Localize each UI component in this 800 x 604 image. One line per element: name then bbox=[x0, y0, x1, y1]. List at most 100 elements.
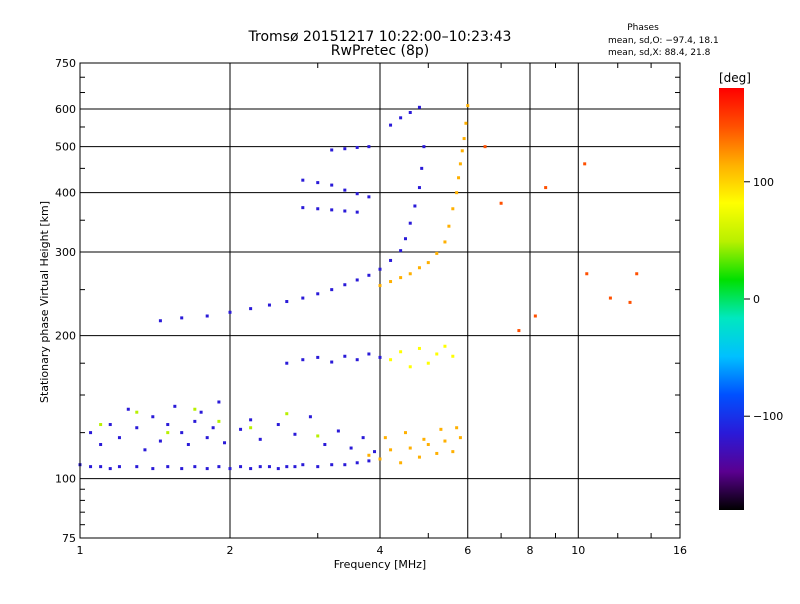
data-point bbox=[151, 415, 155, 419]
data-point bbox=[293, 465, 297, 469]
data-point bbox=[276, 467, 280, 471]
data-point bbox=[355, 461, 359, 465]
data-point bbox=[330, 208, 334, 212]
data-point bbox=[458, 162, 462, 166]
data-point bbox=[378, 267, 382, 271]
data-point bbox=[399, 461, 403, 465]
data-point bbox=[389, 280, 393, 284]
data-point bbox=[355, 192, 359, 196]
colorbar-tick-label: 0 bbox=[753, 293, 760, 306]
data-point bbox=[330, 148, 334, 152]
data-point bbox=[217, 419, 221, 423]
data-point bbox=[399, 276, 403, 280]
data-point bbox=[583, 162, 587, 166]
colorbar: [deg] 100 0 −100 bbox=[719, 71, 783, 510]
data-point bbox=[151, 467, 155, 471]
data-point bbox=[422, 145, 426, 149]
data-point bbox=[117, 436, 121, 440]
data-point bbox=[316, 434, 320, 438]
data-point bbox=[276, 423, 280, 427]
data-point bbox=[417, 186, 421, 190]
data-point bbox=[205, 467, 209, 471]
data-point bbox=[517, 329, 521, 333]
data-point bbox=[367, 273, 371, 277]
data-point bbox=[367, 459, 371, 463]
phases-o-stats: mean, sd,O: −97.4, 18.1 bbox=[608, 36, 719, 46]
data-point bbox=[367, 145, 371, 149]
data-point bbox=[330, 463, 334, 467]
x-tick-label: 4 bbox=[377, 544, 384, 557]
data-point bbox=[455, 426, 459, 430]
y-tick-label: 100 bbox=[55, 473, 76, 486]
data-point bbox=[205, 436, 209, 440]
data-point bbox=[316, 355, 320, 359]
data-point bbox=[180, 431, 184, 435]
data-point bbox=[355, 145, 359, 149]
data-point bbox=[343, 354, 347, 358]
data-point bbox=[451, 450, 455, 454]
data-point bbox=[355, 210, 359, 214]
data-point bbox=[378, 284, 382, 288]
data-point bbox=[435, 251, 439, 255]
data-point bbox=[417, 105, 421, 109]
data-point bbox=[126, 407, 130, 411]
x-tick-label: 8 bbox=[527, 544, 534, 557]
data-point bbox=[408, 221, 412, 225]
data-point bbox=[180, 467, 184, 471]
phases-title: Phases bbox=[627, 23, 659, 33]
data-points bbox=[78, 104, 639, 471]
data-point bbox=[417, 455, 421, 459]
data-point bbox=[408, 446, 412, 450]
data-point bbox=[336, 429, 340, 433]
y-tick-label: 400 bbox=[55, 187, 76, 200]
data-point bbox=[585, 272, 589, 276]
data-point bbox=[258, 437, 262, 441]
data-point bbox=[193, 419, 197, 423]
chart-subtitle: RwPretec (8p) bbox=[331, 43, 429, 59]
data-point bbox=[466, 104, 470, 108]
data-point bbox=[383, 436, 387, 440]
data-point bbox=[330, 360, 334, 364]
data-point bbox=[343, 463, 347, 467]
data-point bbox=[99, 423, 103, 427]
phases-x-stats: mean, sd,X: 88.4, 21.8 bbox=[608, 48, 711, 58]
data-point bbox=[343, 209, 347, 213]
data-point bbox=[389, 448, 393, 452]
data-point bbox=[186, 443, 190, 447]
data-point bbox=[316, 465, 320, 469]
data-point bbox=[355, 278, 359, 282]
data-point bbox=[413, 204, 417, 208]
data-point bbox=[301, 178, 305, 182]
y-tick-label: 750 bbox=[55, 57, 76, 70]
data-point bbox=[417, 346, 421, 350]
data-point bbox=[228, 467, 232, 471]
data-point bbox=[460, 149, 464, 153]
data-point bbox=[499, 201, 503, 205]
data-point bbox=[373, 450, 377, 454]
data-point bbox=[355, 358, 359, 362]
data-point bbox=[447, 224, 451, 228]
data-point bbox=[426, 261, 430, 265]
data-point bbox=[158, 439, 162, 443]
data-point bbox=[205, 314, 209, 318]
data-point bbox=[166, 465, 170, 469]
data-point bbox=[330, 183, 334, 187]
y-tick-label: 300 bbox=[55, 246, 76, 259]
data-point bbox=[249, 307, 253, 311]
data-point bbox=[367, 195, 371, 199]
data-point bbox=[180, 316, 184, 320]
data-point bbox=[308, 415, 312, 419]
grid-lines bbox=[80, 63, 680, 538]
data-point bbox=[389, 358, 393, 362]
colorbar-ticks: 100 0 −100 bbox=[744, 176, 783, 423]
colorbar-gradient bbox=[719, 88, 744, 510]
data-point bbox=[533, 314, 537, 318]
x-tick-label: 1 bbox=[77, 544, 84, 557]
data-point bbox=[117, 465, 121, 469]
data-point bbox=[367, 352, 371, 356]
data-point bbox=[173, 404, 177, 408]
data-point bbox=[267, 465, 271, 469]
colorbar-tick-label: −100 bbox=[753, 410, 783, 423]
data-point bbox=[378, 457, 382, 461]
data-point bbox=[193, 407, 197, 411]
